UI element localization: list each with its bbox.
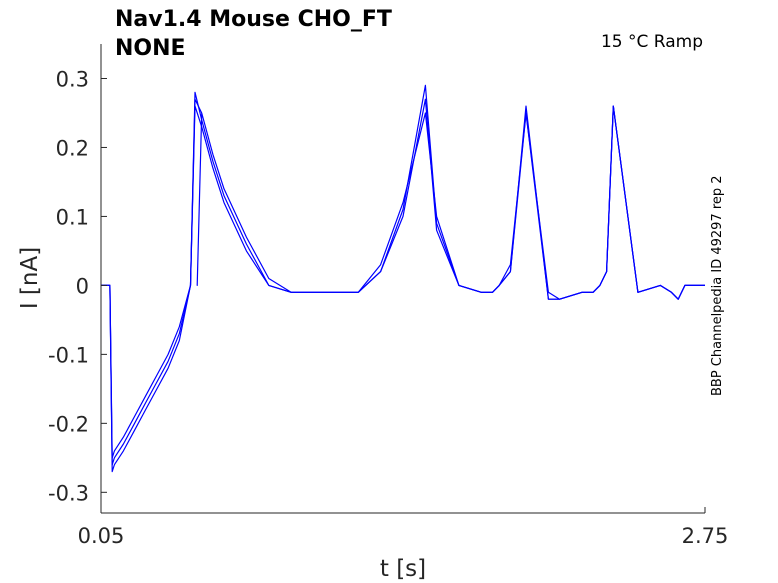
chart-title-line2: NONE [115,36,186,61]
series-line-2 [101,84,705,466]
y-tick-label: 0 [76,274,89,298]
chart-title-line1: Nav1.4 Mouse CHO_FT [115,7,392,32]
axes: 0.3 0.2 0.1 0 -0.1 -0.2 -0.3 0.05 2.75 [48,44,728,548]
y-tick-label: -0.1 [48,343,89,367]
series-line-1 [101,98,705,459]
y-tick-label: 0.3 [56,67,89,91]
x-tick-label: 2.75 [682,524,729,548]
y-tick-label: 0.1 [56,205,89,229]
y-tick-label: 0.2 [56,136,89,160]
x-axis-label: t [s] [380,556,426,582]
condition-label: 15 °C Ramp [601,32,703,52]
y-tick-label: -0.2 [48,412,89,436]
side-label: BBP Channelpedia ID 49297 rep 2 [710,175,725,396]
plot-area [101,84,705,473]
y-tick-label: -0.3 [48,481,89,505]
series-line-3 [101,98,705,473]
y-axis-label: I [nA] [17,247,43,309]
x-tick-label: 0.05 [78,524,125,548]
